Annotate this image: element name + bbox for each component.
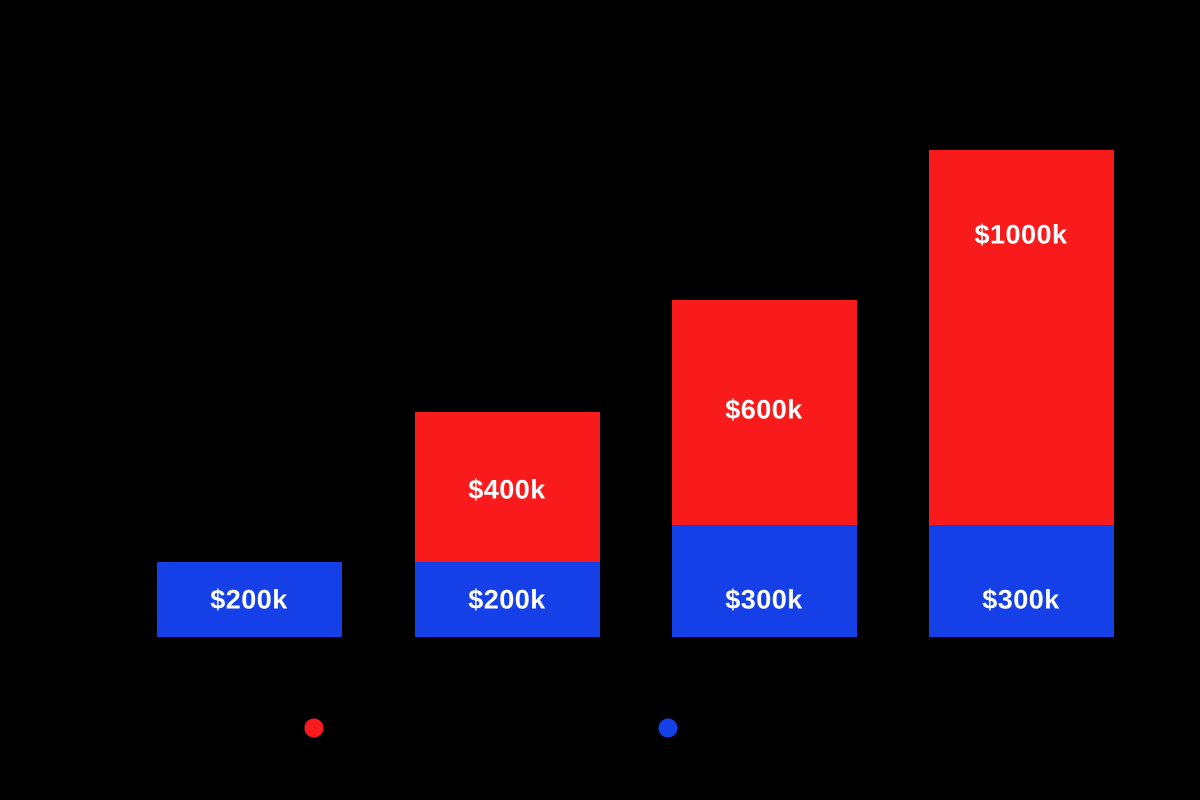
legend-marker-blue-dot <box>658 718 678 738</box>
bar-value-label: $200k <box>468 584 546 615</box>
bar-segment-bottom <box>671 524 857 637</box>
legend-marker-red-dot <box>304 718 324 738</box>
bar-segment-top <box>671 299 857 525</box>
bar-segment-bottom <box>156 562 342 637</box>
bar-value-label: $300k <box>982 584 1060 615</box>
bar-value-label: $400k <box>468 474 546 505</box>
bar-segment-top <box>928 149 1114 525</box>
bar-value-label: $300k <box>725 584 803 615</box>
bar-segment-top <box>414 412 600 562</box>
bar-value-label: $1000k <box>974 219 1068 250</box>
bar-value-label: $600k <box>725 394 803 425</box>
bar-segment-bottom <box>414 562 600 637</box>
bar-value-label: $200k <box>210 584 288 615</box>
bar-segment-bottom <box>928 524 1114 637</box>
